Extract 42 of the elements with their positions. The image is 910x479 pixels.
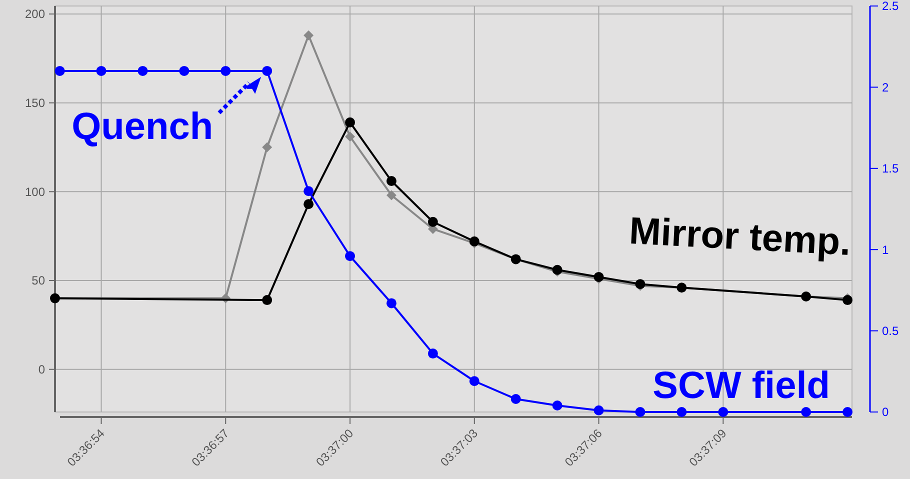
- point: [54, 66, 65, 76]
- point: [179, 66, 190, 76]
- point: [510, 394, 521, 404]
- point: [386, 190, 396, 200]
- point: [220, 66, 231, 76]
- point: [304, 199, 314, 210]
- y-tick-label: 100: [24, 184, 46, 199]
- y-tick-label: 150: [24, 96, 46, 110]
- series-label: Mirror temp.: [628, 210, 852, 264]
- point: [262, 142, 272, 152]
- point: [428, 216, 438, 227]
- series-label: SCW field: [652, 365, 830, 407]
- point: [345, 251, 356, 262]
- y2-tick-label: 1.5: [882, 162, 900, 176]
- point: [96, 66, 106, 76]
- y2-tick-label: 0.5: [882, 324, 900, 338]
- y2-tick-label: 2: [882, 80, 889, 94]
- point: [304, 186, 314, 196]
- point: [801, 407, 812, 417]
- point: [345, 117, 356, 128]
- y-tick-label: 50: [32, 274, 46, 288]
- point: [262, 66, 272, 76]
- point: [469, 376, 480, 386]
- point: [138, 66, 148, 76]
- annotation: Quench: [72, 106, 214, 148]
- y2-tick-label: 0: [882, 405, 889, 420]
- point: [386, 298, 396, 308]
- y-tick-label: 0: [38, 362, 46, 377]
- point: [552, 400, 562, 411]
- point: [594, 405, 604, 416]
- y2-tick-label: 2.5: [882, 0, 900, 14]
- y2-tick-label: 1: [882, 242, 889, 257]
- point: [304, 30, 314, 40]
- point: [262, 295, 272, 306]
- point: [428, 348, 438, 359]
- point: [635, 407, 646, 417]
- point: [842, 407, 853, 417]
- point: [676, 407, 687, 417]
- point: [718, 407, 728, 417]
- point: [386, 176, 396, 186]
- point: [345, 132, 356, 142]
- y-tick-label: 200: [24, 7, 46, 22]
